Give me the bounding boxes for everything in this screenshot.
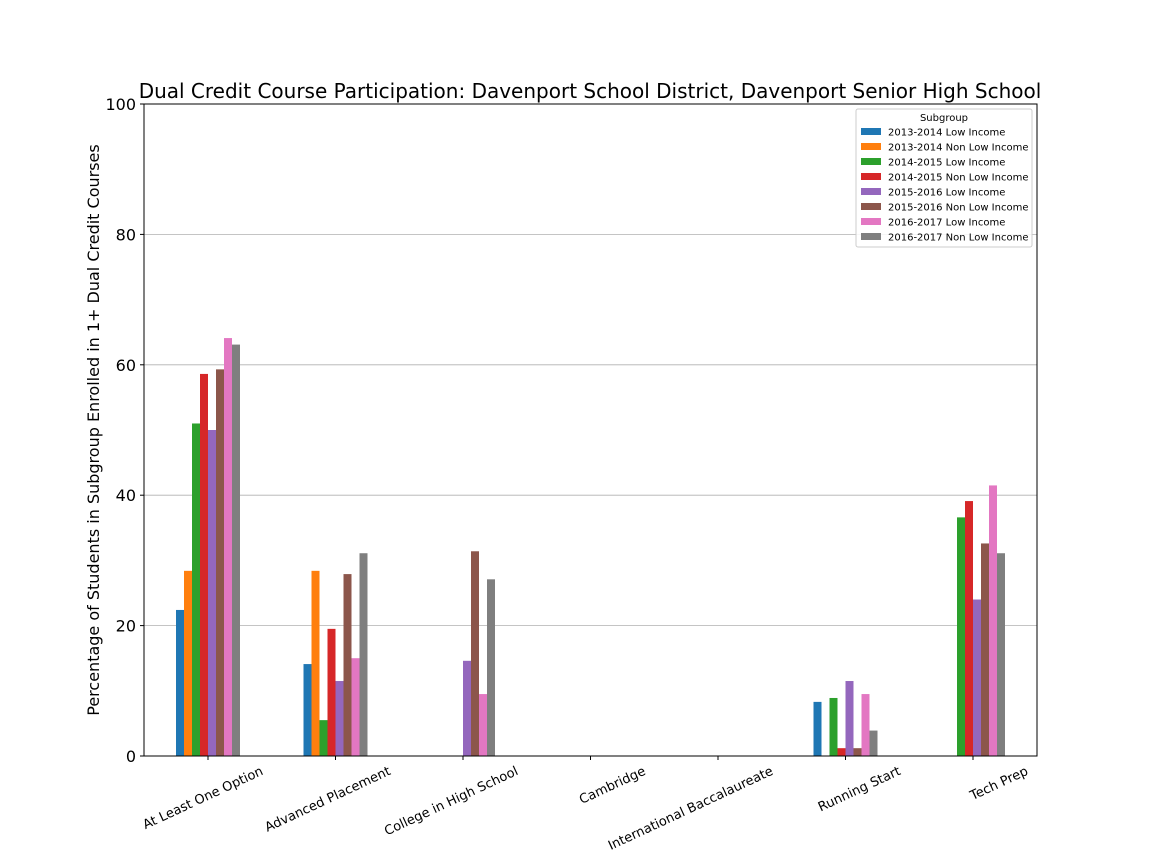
y-tick-label: 60 (116, 356, 136, 375)
legend-label: 2013-2014 Non Low Income (888, 143, 1028, 154)
bar (957, 517, 965, 756)
bar (989, 485, 997, 756)
x-tick-label: Cambridge (577, 764, 648, 808)
bar (192, 423, 200, 756)
grid-lines (144, 233, 1037, 626)
bar (965, 501, 973, 756)
bar (303, 664, 312, 756)
bar (853, 748, 862, 756)
y-tick-label: 20 (116, 617, 136, 636)
bar (176, 609, 184, 756)
y-tick-label: 100 (105, 95, 136, 114)
bar (184, 570, 192, 756)
bar (208, 430, 216, 756)
legend-swatch (861, 203, 881, 210)
legend-label: 2014-2015 Non Low Income (888, 173, 1028, 184)
y-axis-ticks: 0 20 40 60 80 100 (105, 95, 144, 766)
legend-swatch (861, 173, 881, 180)
bar (319, 720, 328, 756)
y-axis-label: Percentage of Students in Subgroup Enrol… (84, 144, 103, 715)
bar (813, 701, 822, 756)
x-tick-label: At Least One Option (141, 764, 266, 833)
bar (359, 553, 368, 756)
legend-label: 2015-2016 Non Low Income (888, 203, 1028, 214)
bar (997, 553, 1005, 756)
bar (343, 574, 352, 756)
bar (487, 579, 495, 756)
chart-title: Dual Credit Course Participation: Davenp… (139, 79, 1042, 103)
x-tick-label: Advanced Placement (263, 764, 393, 835)
bar (471, 551, 479, 756)
bar (311, 570, 320, 756)
legend-swatch (861, 218, 881, 225)
bar (232, 344, 240, 756)
x-tick-label: College in High School (382, 764, 520, 839)
y-tick-label: 0 (126, 747, 136, 766)
bar (861, 694, 870, 756)
bar (837, 748, 846, 756)
bar (973, 599, 981, 756)
legend-swatch (861, 128, 881, 135)
legend-box (855, 108, 1033, 248)
legend: Subgroup 2013-2014 Low Income 2013-2014 N… (855, 108, 1033, 248)
legend-label: 2014-2015 Low Income (888, 158, 1005, 169)
bar (845, 681, 854, 756)
legend-title: Subgroup (920, 113, 968, 124)
bar (200, 373, 208, 756)
bar (351, 658, 360, 756)
legend-label: 2015-2016 Low Income (888, 188, 1005, 199)
legend-swatch (861, 158, 881, 165)
legend-swatch (861, 188, 881, 195)
bar (224, 338, 232, 756)
y-tick-label: 80 (116, 225, 136, 244)
legend-label: 2013-2014 Low Income (888, 128, 1005, 139)
bar (981, 543, 989, 756)
bar (327, 628, 336, 756)
bar (869, 730, 878, 756)
legend-swatch (861, 233, 881, 240)
legend-label: 2016-2017 Non Low Income (888, 233, 1028, 244)
legend-label: 2016-2017 Low Income (888, 218, 1005, 229)
x-tick-label: Running Start (816, 764, 903, 815)
bar (829, 697, 838, 756)
bar (216, 369, 224, 756)
bar (335, 681, 344, 756)
bar (479, 694, 487, 756)
x-tick-label: Tech Prep (967, 764, 1031, 804)
y-tick-label: 40 (116, 486, 136, 505)
bar (463, 660, 471, 756)
legend-swatch (861, 143, 881, 150)
bars (176, 338, 1005, 756)
